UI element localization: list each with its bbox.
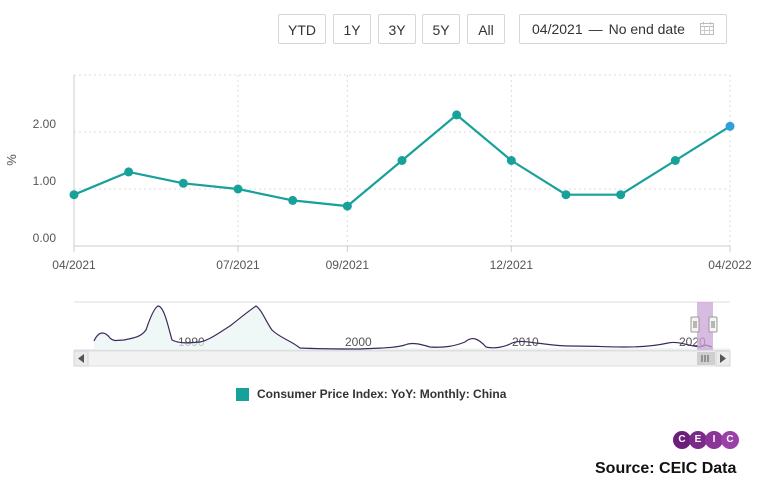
data-point[interactable] bbox=[397, 156, 407, 165]
y-tick-label: 0.00 bbox=[33, 231, 57, 245]
data-point[interactable] bbox=[452, 110, 462, 120]
x-tick-label: 09/2021 bbox=[326, 258, 370, 272]
line-chart: 0.00 1.00 2.00 % 04/2021 07/2021 09/2021 12/2… bbox=[4, 74, 752, 272]
scroll-right-button[interactable] bbox=[715, 350, 731, 367]
data-point[interactable] bbox=[670, 156, 680, 165]
range-button-ytd[interactable]: YTD bbox=[278, 14, 326, 44]
scrollbar-thumb[interactable] bbox=[697, 352, 715, 365]
logo-letter: E bbox=[689, 431, 707, 449]
data-point[interactable] bbox=[288, 195, 298, 205]
x-tick-label: 07/2021 bbox=[216, 258, 260, 272]
data-point[interactable] bbox=[233, 184, 243, 194]
navigator-scrollbar-track[interactable] bbox=[73, 350, 731, 367]
navigator-background bbox=[74, 302, 730, 350]
data-point[interactable] bbox=[342, 201, 352, 211]
data-point[interactable] bbox=[178, 178, 188, 188]
logo-letter: I bbox=[705, 431, 723, 449]
y-axis: 0.00 1.00 2.00 bbox=[33, 117, 57, 245]
data-point[interactable] bbox=[725, 121, 735, 131]
date-to: No end date bbox=[608, 21, 685, 37]
range-button-5y[interactable]: 5Y bbox=[422, 14, 460, 44]
y-tick-label: 1.00 bbox=[33, 174, 57, 188]
x-tick-label: 04/2021 bbox=[52, 258, 96, 272]
range-button-1y[interactable]: 1Y bbox=[333, 14, 371, 44]
navigator-area bbox=[94, 306, 730, 350]
data-point[interactable] bbox=[616, 190, 626, 200]
date-separator: — bbox=[588, 21, 603, 37]
x-tick-label: 12/2021 bbox=[490, 258, 534, 272]
navigator-handle-left[interactable] bbox=[690, 316, 700, 333]
x-tick-label: 04/2022 bbox=[708, 258, 752, 272]
navigator-label-2000: 2000 bbox=[345, 335, 372, 349]
range-button-3y[interactable]: 3Y bbox=[378, 14, 416, 44]
data-point[interactable] bbox=[124, 167, 134, 177]
data-point[interactable] bbox=[561, 190, 571, 200]
logo-letter: C bbox=[721, 431, 739, 449]
x-axis: 04/2021 07/2021 09/2021 12/2021 04/2022 bbox=[52, 246, 752, 272]
y-tick-label: 2.00 bbox=[33, 117, 57, 131]
calendar-icon bbox=[700, 22, 714, 35]
date-from: 04/2021 bbox=[532, 21, 583, 37]
legend-swatch bbox=[236, 387, 249, 401]
ceic-logo: C E I C bbox=[673, 431, 739, 449]
date-range-picker[interactable]: 04/2021 — No end date bbox=[519, 14, 727, 44]
y-axis-label: % bbox=[4, 154, 19, 166]
data-point[interactable] bbox=[506, 156, 516, 165]
range-button-all[interactable]: All bbox=[467, 14, 505, 44]
navigator-line bbox=[93, 305, 713, 350]
legend-item[interactable]: Consumer Price Index: YoY: Monthly: Chin… bbox=[236, 387, 506, 401]
series-consumer-price-index bbox=[69, 110, 735, 211]
legend-label: Consumer Price Index: YoY: Monthly: Chin… bbox=[257, 387, 507, 401]
scroll-left-button[interactable] bbox=[73, 350, 89, 367]
logo-letter: C bbox=[673, 431, 691, 449]
source-caption: Source: CEIC Data bbox=[595, 460, 737, 477]
navigator-handle-right[interactable] bbox=[708, 316, 718, 333]
navigator-selection[interactable] bbox=[697, 302, 713, 350]
data-point[interactable] bbox=[69, 190, 79, 200]
navigator[interactable]: 1990 2000 2010 2020 bbox=[0, 296, 760, 376]
